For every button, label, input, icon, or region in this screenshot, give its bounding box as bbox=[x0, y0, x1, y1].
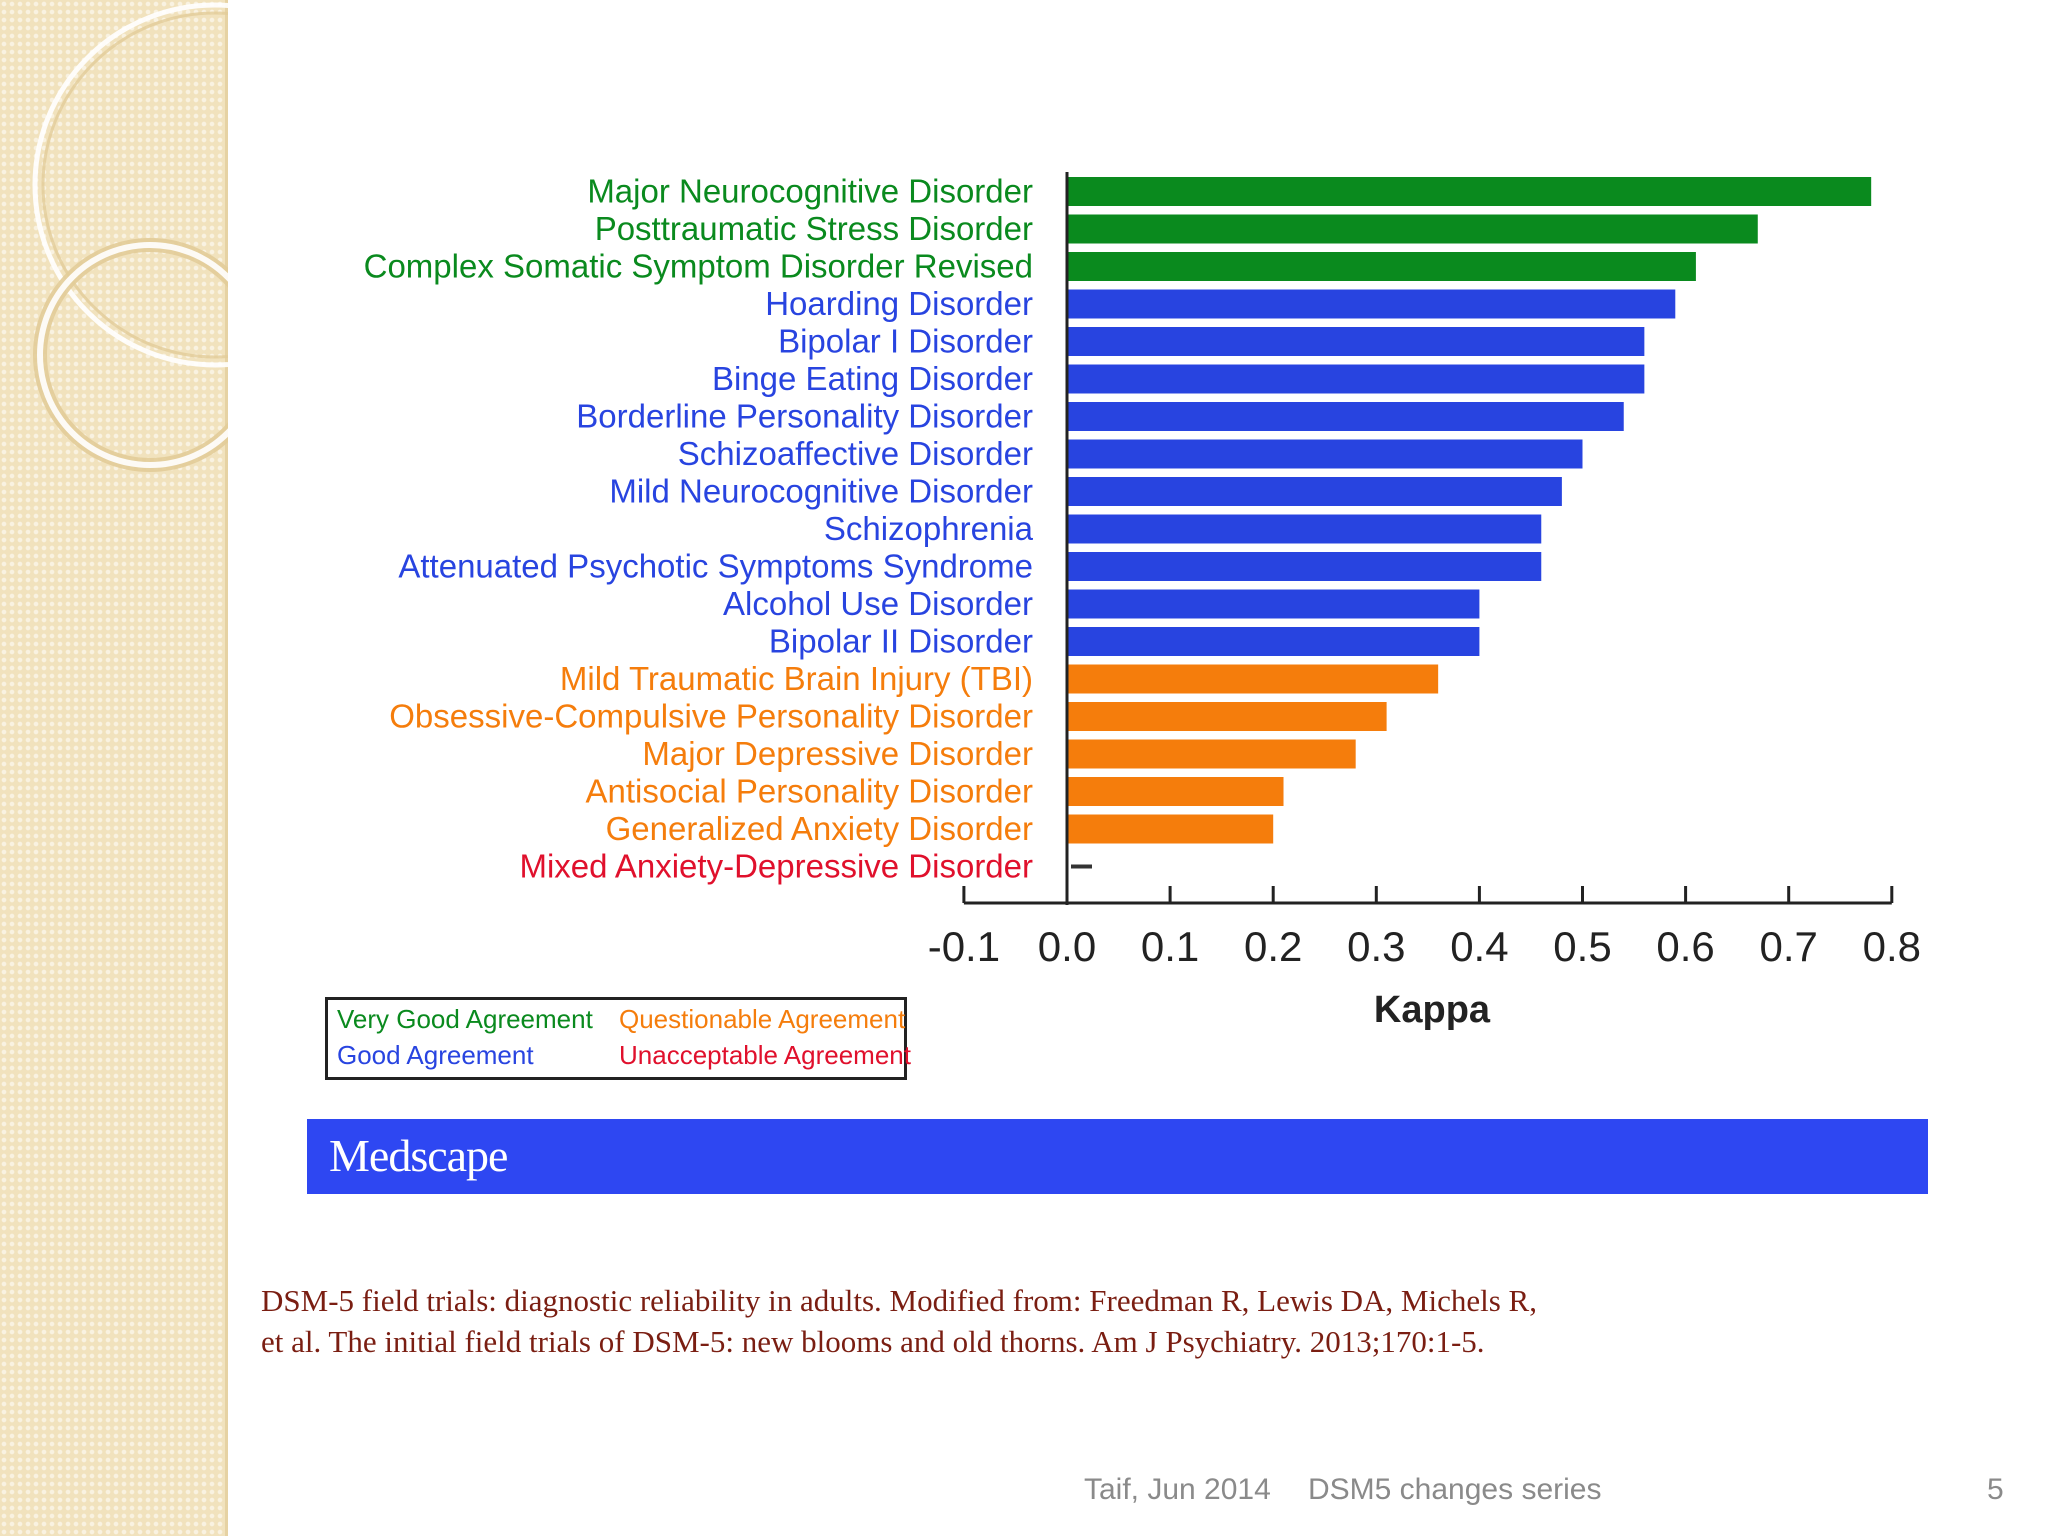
category-label-14: Obsessive-Compulsive Personality Disorde… bbox=[389, 698, 1033, 735]
bars-group bbox=[1067, 177, 1872, 869]
bar-7 bbox=[1067, 439, 1583, 469]
chart-legend: Very Good Agreement Questionable Agreeme… bbox=[325, 997, 911, 1080]
tick-label-7: 0.6 bbox=[1656, 923, 1714, 970]
category-label-18: Mixed Anxiety-Depressive Disorder bbox=[519, 848, 1033, 885]
figure-caption: DSM-5 field trials: diagnostic reliabili… bbox=[261, 1280, 1961, 1362]
bar-15 bbox=[1067, 739, 1356, 769]
bar-6 bbox=[1067, 402, 1624, 431]
bar-9 bbox=[1067, 514, 1542, 544]
footer-series: DSM5 changes series bbox=[1308, 1473, 1602, 1506]
category-label-12: Bipolar II Disorder bbox=[769, 623, 1033, 660]
category-label-16: Antisocial Personality Disorder bbox=[585, 773, 1033, 810]
category-label-13: Mild Traumatic Brain Injury (TBI) bbox=[560, 660, 1033, 697]
bar-13 bbox=[1067, 664, 1439, 694]
tick-label-4: 0.3 bbox=[1347, 923, 1405, 970]
decorative-sidebar bbox=[0, 0, 228, 1536]
bar-1 bbox=[1067, 214, 1758, 244]
bar-2 bbox=[1067, 252, 1696, 281]
legend-unacceptable: Unacceptable Agreement bbox=[619, 1040, 911, 1070]
caption-line-2: et al. The initial field trials of DSM-5… bbox=[261, 1324, 1485, 1359]
category-label-17: Generalized Anxiety Disorder bbox=[606, 810, 1033, 847]
bar-5 bbox=[1067, 364, 1645, 394]
bar-16 bbox=[1067, 777, 1284, 806]
bar-3 bbox=[1067, 289, 1676, 319]
legend-good: Good Agreement bbox=[337, 1040, 534, 1070]
medscape-logo: Medscape bbox=[329, 1130, 508, 1181]
legend-very-good: Very Good Agreement bbox=[337, 1004, 593, 1034]
category-label-5: Binge Eating Disorder bbox=[712, 360, 1033, 397]
category-label-15: Major Depressive Disorder bbox=[642, 735, 1033, 772]
kappa-bar-chart: Major Neurocognitive DisorderPosttraumat… bbox=[364, 172, 1921, 1031]
page-number: 5 bbox=[1987, 1473, 2004, 1506]
category-label-6: Borderline Personality Disorder bbox=[576, 398, 1033, 435]
category-label-7: Schizoaffective Disorder bbox=[678, 435, 1033, 472]
bar-12 bbox=[1067, 627, 1480, 656]
category-label-1: Posttraumatic Stress Disorder bbox=[595, 210, 1033, 247]
category-label-0: Major Neurocognitive Disorder bbox=[587, 173, 1033, 210]
bar-8 bbox=[1067, 477, 1562, 506]
decorative-circles bbox=[32, 2, 228, 472]
category-label-11: Alcohol Use Disorder bbox=[723, 585, 1033, 622]
category-label-3: Hoarding Disorder bbox=[765, 285, 1033, 322]
tick-label-3: 0.2 bbox=[1244, 923, 1302, 970]
tick-label-9: 0.8 bbox=[1863, 923, 1921, 970]
category-label-4: Bipolar I Disorder bbox=[778, 323, 1033, 360]
x-axis: -0.1 0.0 0.1 0.2 0.3 0.4 0.5 0.6 0.7 0.8 bbox=[928, 172, 1921, 970]
bar-10 bbox=[1067, 552, 1542, 581]
bar-4 bbox=[1067, 327, 1645, 356]
x-axis-title: Kappa bbox=[1374, 989, 1491, 1031]
bar-17 bbox=[1067, 814, 1274, 844]
tick-label-1: 0.0 bbox=[1038, 923, 1096, 970]
category-label-9: Schizophrenia bbox=[824, 510, 1034, 547]
category-labels: Major Neurocognitive DisorderPosttraumat… bbox=[364, 173, 1034, 885]
bar-14 bbox=[1067, 702, 1387, 731]
bar-11 bbox=[1067, 589, 1480, 619]
tick-label-0: -0.1 bbox=[928, 923, 1000, 970]
tick-label-5: 0.4 bbox=[1450, 923, 1508, 970]
tick-label-8: 0.7 bbox=[1760, 923, 1818, 970]
tick-label-2: 0.1 bbox=[1141, 923, 1199, 970]
category-label-10: Attenuated Psychotic Symptoms Syndrome bbox=[398, 548, 1033, 585]
category-label-2: Complex Somatic Symptom Disorder Revised bbox=[364, 248, 1033, 285]
category-label-8: Mild Neurocognitive Disorder bbox=[609, 473, 1033, 510]
medscape-banner: Medscape bbox=[307, 1119, 1928, 1194]
legend-questionable: Questionable Agreement bbox=[619, 1004, 906, 1034]
caption-line-1: DSM-5 field trials: diagnostic reliabili… bbox=[261, 1283, 1537, 1318]
bar-0 bbox=[1067, 177, 1872, 206]
tick-label-6: 0.5 bbox=[1553, 923, 1611, 970]
footer-date: Taif, Jun 2014 bbox=[1084, 1473, 1271, 1506]
